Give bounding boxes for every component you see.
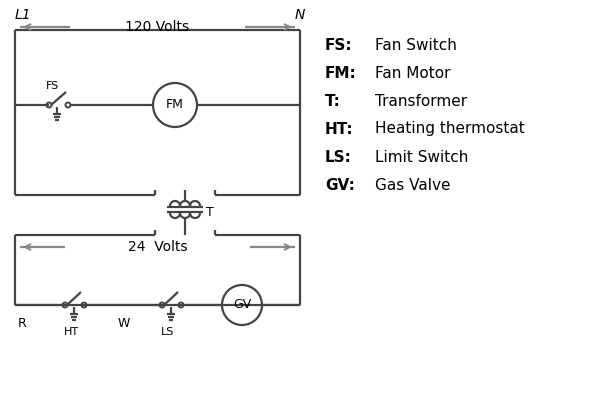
Text: T: T: [206, 206, 214, 218]
Text: FM: FM: [166, 98, 184, 112]
Text: GV: GV: [233, 298, 251, 312]
Text: Fan Motor: Fan Motor: [375, 66, 451, 80]
Text: Heating thermostat: Heating thermostat: [375, 122, 525, 136]
Text: Limit Switch: Limit Switch: [375, 150, 468, 164]
Text: N: N: [295, 8, 305, 22]
Text: LS:: LS:: [325, 150, 352, 164]
Text: FS: FS: [46, 81, 59, 91]
Text: 24  Volts: 24 Volts: [127, 240, 187, 254]
Text: Fan Switch: Fan Switch: [375, 38, 457, 52]
Text: 120 Volts: 120 Volts: [126, 20, 189, 34]
Text: HT:: HT:: [325, 122, 353, 136]
Text: FM:: FM:: [325, 66, 357, 80]
Text: T:: T:: [325, 94, 341, 108]
Text: FS:: FS:: [325, 38, 353, 52]
Text: LS: LS: [161, 327, 175, 337]
Text: W: W: [118, 317, 130, 330]
Text: Transformer: Transformer: [375, 94, 467, 108]
Text: HT: HT: [64, 327, 78, 337]
Text: Gas Valve: Gas Valve: [375, 178, 451, 192]
Text: L1: L1: [15, 8, 32, 22]
Text: R: R: [18, 317, 27, 330]
Text: GV:: GV:: [325, 178, 355, 192]
